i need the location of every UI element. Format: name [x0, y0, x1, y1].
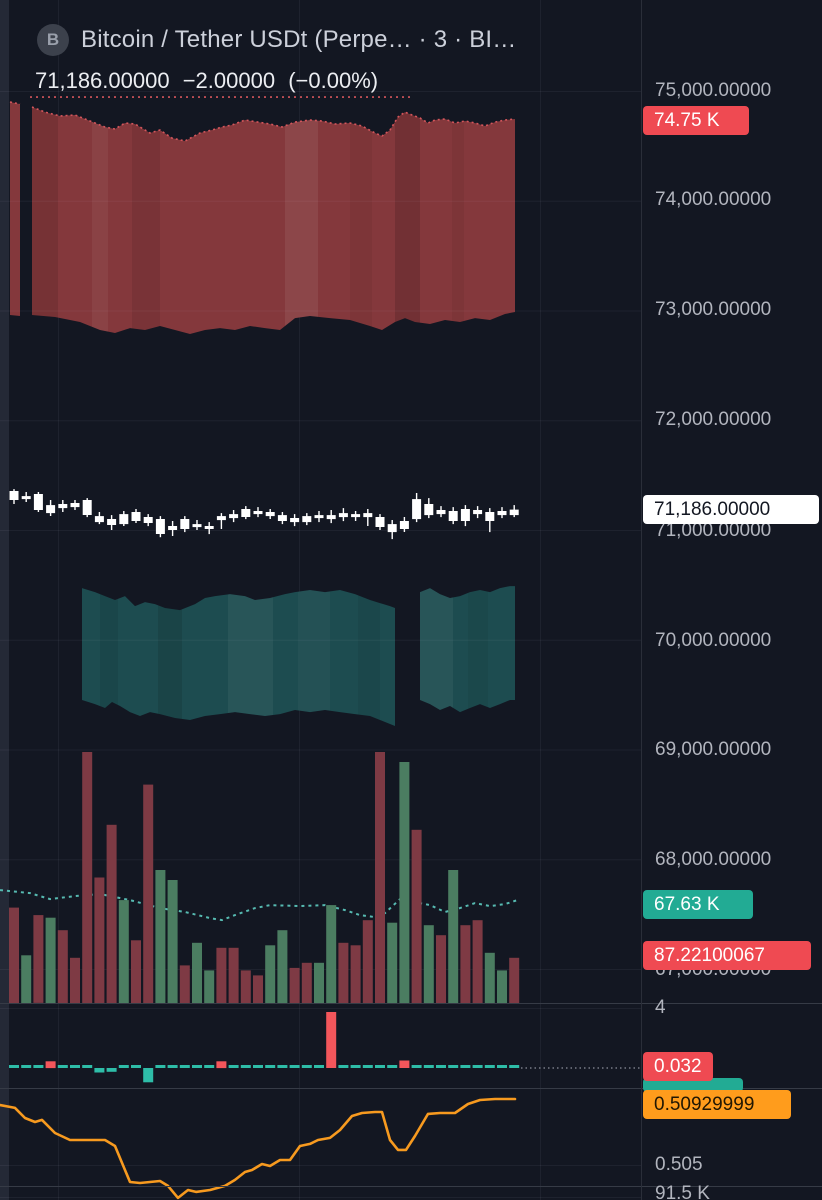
symbol-title[interactable]: Bitcoin / Tether USDt (Perpe… · 3 · BI…: [81, 26, 517, 53]
axis-price-badge: 0.50929999: [643, 1090, 791, 1119]
lower-liquidation-zone-stripes: [100, 586, 488, 726]
horizontal-gridlines: [0, 91, 641, 1198]
axis-price-badge: 87.22100067: [643, 941, 811, 970]
ratio-line: [0, 1097, 517, 1200]
last-price-value: 71,186.00000: [35, 68, 170, 93]
upper-zone-dotted-edge: [9, 101, 516, 142]
axis-tick-label: 72,000.00000: [655, 409, 772, 430]
axis-tick-label: 91.5 K: [655, 1183, 710, 1200]
axis-tick-label: 0.505: [655, 1154, 703, 1175]
upper-liquidation-zone-stripes: [32, 102, 464, 334]
symbol-logo-letter: B: [46, 30, 60, 49]
axis-price-badge: 71,186.00000: [643, 495, 819, 524]
axis-tick-label: 69,000.00000: [655, 739, 772, 760]
axis-price-badge: 0.032: [643, 1052, 713, 1081]
axis-tick-label: 4: [655, 997, 666, 1018]
axis-tick-label: 71,000.00000: [655, 520, 772, 541]
left-edge-strip: [0, 0, 9, 1200]
lower-liquidation-zone: [82, 586, 515, 726]
axis-price-badge: 67.63 K: [643, 890, 753, 919]
axis-tick-label: 75,000.00000: [655, 80, 772, 101]
delta-bars: [9, 1012, 520, 1083]
upper-liquidation-zone: [10, 102, 515, 334]
axis-tick-label: 68,000.00000: [655, 849, 772, 870]
axis-tick-label: 73,000.00000: [655, 299, 772, 320]
axis-tick-label: 70,000.00000: [655, 630, 772, 651]
lower-level-dashed-line: [0, 889, 519, 922]
price-axis[interactable]: 75,000.00000 74,000.00000 73,000.00000 72,0…: [641, 0, 822, 1200]
axis-price-badge: 74.75 K: [643, 106, 749, 135]
price-change-percent: (−0.00%): [288, 68, 379, 93]
axis-badge-hidden: [643, 1078, 743, 1092]
candles: [9, 489, 519, 540]
price-change-value: −2.00000: [182, 68, 276, 93]
volume-bars: [9, 752, 520, 1004]
symbol-logo-icon[interactable]: B: [37, 24, 69, 56]
axis-tick-label: 74,000.00000: [655, 189, 772, 210]
price-info-row: 71,186.00000 −2.00000 (−0.00%): [35, 68, 385, 94]
